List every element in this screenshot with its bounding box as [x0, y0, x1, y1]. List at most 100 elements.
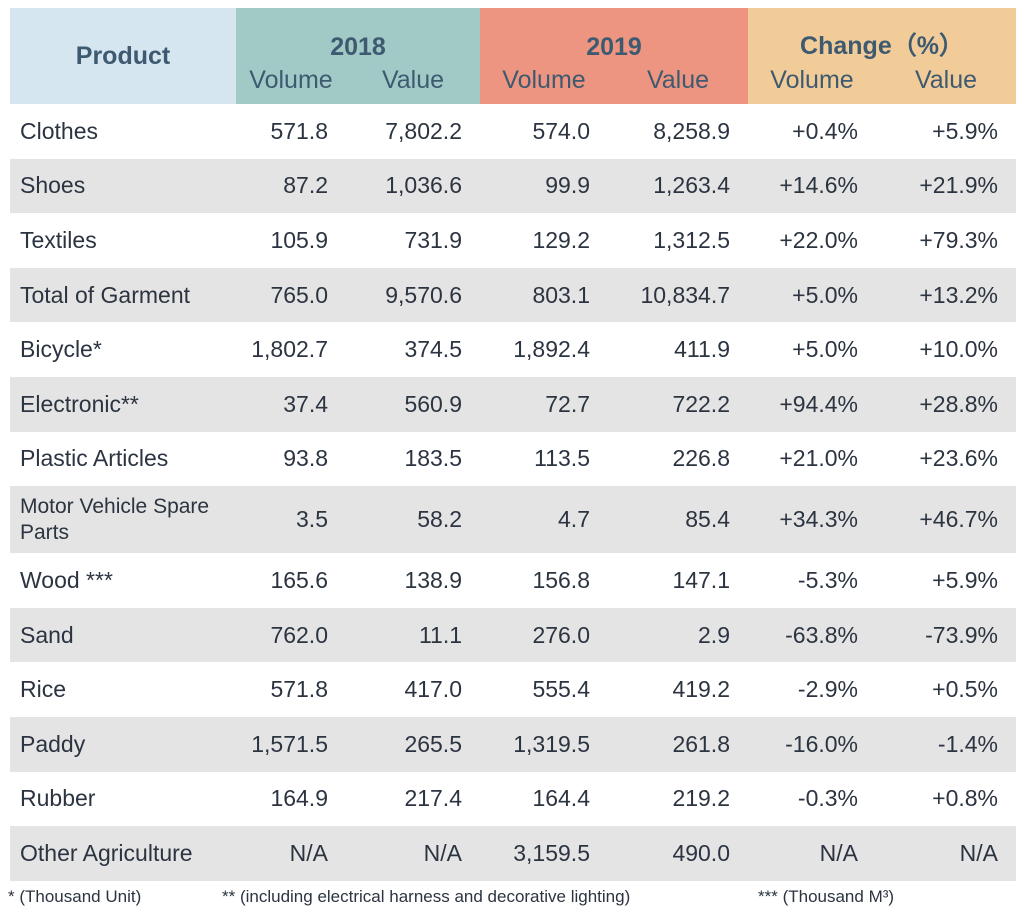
- cell-2018-value: 58.2: [346, 486, 480, 554]
- cell-change-value: +21.9%: [876, 158, 1016, 214]
- cell-2019-volume: 99.9: [480, 158, 608, 214]
- cell-change-volume: +22.0%: [748, 213, 876, 268]
- cell-2019-value: 1,312.5: [608, 213, 748, 268]
- cell-2019-volume: 3,159.5: [480, 826, 608, 881]
- cell-2018-volume: N/A: [236, 826, 346, 881]
- cell-2018-volume: 762.0: [236, 607, 346, 663]
- cell-2018-volume: 93.8: [236, 431, 346, 487]
- table-row: Rice 571.8 417.0 555.4 419.2 -2.9% +0.5%: [10, 662, 1016, 717]
- header-2018-value: Value: [346, 66, 480, 104]
- cell-2019-value: 226.8: [608, 431, 748, 487]
- cell-2019-volume: 1,892.4: [480, 322, 608, 377]
- header-product: Product: [10, 8, 236, 104]
- cell-2019-value: 2.9: [608, 607, 748, 663]
- cell-change-value: +5.9%: [876, 104, 1016, 159]
- cell-change-volume: N/A: [748, 826, 876, 881]
- table-row: Bicycle* 1,802.7 374.5 1,892.4 411.9 +5.0% +10…: [10, 322, 1016, 377]
- cell-2019-value: 1,263.4: [608, 158, 748, 214]
- cell-2018-value: 731.9: [346, 213, 480, 268]
- cell-change-value: +10.0%: [876, 322, 1016, 377]
- cell-2018-value: 265.5: [346, 716, 480, 772]
- table-body: Clothes 571.8 7,802.2 574.0 8,258.9 +0.4% +5.9…: [10, 104, 1016, 881]
- cell-2019-volume: 574.0: [480, 104, 608, 159]
- cell-change-value: N/A: [876, 826, 1016, 881]
- cell-2019-volume: 4.7: [480, 486, 608, 554]
- table-row: Textiles 105.9 731.9 129.2 1,312.5 +22.0% +79.…: [10, 213, 1016, 268]
- cell-change-value: +0.8%: [876, 771, 1016, 827]
- cell-2018-value: 1,036.6: [346, 158, 480, 214]
- table-row: Rubber 164.9 217.4 164.4 219.2 -0.3% +0.8%: [10, 771, 1016, 827]
- cell-2018-value: 7,802.2: [346, 104, 480, 159]
- table-row: Shoes 87.2 1,036.6 99.9 1,263.4 +14.6% +21.9%: [10, 158, 1016, 214]
- cell-2019-volume: 156.8: [480, 553, 608, 608]
- cell-2018-value: 183.5: [346, 431, 480, 487]
- cell-product-name: Textiles: [10, 213, 236, 268]
- header-group-2018: 2018: [236, 8, 480, 66]
- cell-change-volume: +34.3%: [748, 486, 876, 554]
- cell-2019-volume: 113.5: [480, 431, 608, 487]
- cell-2018-volume: 765.0: [236, 267, 346, 323]
- table-header: Product 2018 2019 Change（%） Volume Value…: [10, 8, 1016, 104]
- cell-2019-value: 261.8: [608, 716, 748, 772]
- cell-change-value: -73.9%: [876, 607, 1016, 663]
- cell-2019-value: 419.2: [608, 662, 748, 717]
- cell-2018-value: 560.9: [346, 376, 480, 432]
- cell-product-name: Rubber: [10, 771, 236, 827]
- cell-change-volume: -16.0%: [748, 716, 876, 772]
- cell-2018-volume: 87.2: [236, 158, 346, 214]
- cell-2018-value: 138.9: [346, 553, 480, 608]
- cell-change-volume: -2.9%: [748, 662, 876, 717]
- cell-change-value: +79.3%: [876, 213, 1016, 268]
- cell-change-volume: -63.8%: [748, 607, 876, 663]
- cell-2018-value: 374.5: [346, 322, 480, 377]
- cell-product-name: Sand: [10, 607, 236, 663]
- cell-change-value: +28.8%: [876, 376, 1016, 432]
- cell-2019-value: 219.2: [608, 771, 748, 827]
- header-2019-volume: Volume: [480, 66, 608, 104]
- cell-product-name: Paddy: [10, 716, 236, 772]
- cell-2019-volume: 555.4: [480, 662, 608, 717]
- cell-2018-volume: 3.5: [236, 486, 346, 554]
- header-2019-value: Value: [608, 66, 748, 104]
- header-group-2019: 2019: [480, 8, 748, 66]
- cell-change-volume: +5.0%: [748, 322, 876, 377]
- cell-product-name: Wood ***: [10, 553, 236, 608]
- cell-change-volume: +0.4%: [748, 104, 876, 159]
- table-row: Motor Vehicle Spare Parts 3.5 58.2 4.7 85.4 +…: [10, 486, 1016, 554]
- cell-2019-volume: 164.4: [480, 771, 608, 827]
- table-row: Paddy 1,571.5 265.5 1,319.5 261.8 -16.0% -1.4%: [10, 716, 1016, 772]
- cell-2018-volume: 164.9: [236, 771, 346, 827]
- header-2018-volume: Volume: [236, 66, 346, 104]
- cell-2019-volume: 72.7: [480, 376, 608, 432]
- cell-change-value: +23.6%: [876, 431, 1016, 487]
- cell-change-value: -1.4%: [876, 716, 1016, 772]
- table-row: Total of Garment 765.0 9,570.6 803.1 10,834.…: [10, 267, 1016, 323]
- cell-2019-value: 411.9: [608, 322, 748, 377]
- table-row: Wood *** 165.6 138.9 156.8 147.1 -5.3% +5.9%: [10, 553, 1016, 608]
- table-row: Other Agriculture N/A N/A 3,159.5 490.0 N/A N/…: [10, 826, 1016, 881]
- table-row: Plastic Articles 93.8 183.5 113.5 226.8 +21.0…: [10, 431, 1016, 487]
- cell-change-volume: +5.0%: [748, 267, 876, 323]
- cell-2019-volume: 803.1: [480, 267, 608, 323]
- cell-2019-volume: 1,319.5: [480, 716, 608, 772]
- cell-product-name: Other Agriculture: [10, 826, 236, 881]
- cell-2018-value: 9,570.6: [346, 267, 480, 323]
- cell-2018-volume: 37.4: [236, 376, 346, 432]
- cell-2018-volume: 571.8: [236, 662, 346, 717]
- cell-2018-volume: 1,802.7: [236, 322, 346, 377]
- cell-2018-volume: 165.6: [236, 553, 346, 608]
- cell-2018-value: 11.1: [346, 607, 480, 663]
- cell-change-value: +46.7%: [876, 486, 1016, 554]
- table-row: Sand 762.0 11.1 276.0 2.9 -63.8% -73.9%: [10, 607, 1016, 663]
- cell-2018-volume: 571.8: [236, 104, 346, 159]
- cell-change-value: +13.2%: [876, 267, 1016, 323]
- data-table-container: Product 2018 2019 Change（%） Volume Value…: [10, 8, 1016, 881]
- cell-product-name: Plastic Articles: [10, 431, 236, 487]
- cell-change-volume: +14.6%: [748, 158, 876, 214]
- cell-change-volume: +21.0%: [748, 431, 876, 487]
- cell-2019-value: 490.0: [608, 826, 748, 881]
- cell-product-name: Bicycle*: [10, 322, 236, 377]
- header-change-volume: Volume: [748, 66, 876, 104]
- footnote-electronic: ** (including electrical harness and dec…: [222, 887, 631, 906]
- data-table: Product 2018 2019 Change（%） Volume Value…: [10, 8, 1016, 881]
